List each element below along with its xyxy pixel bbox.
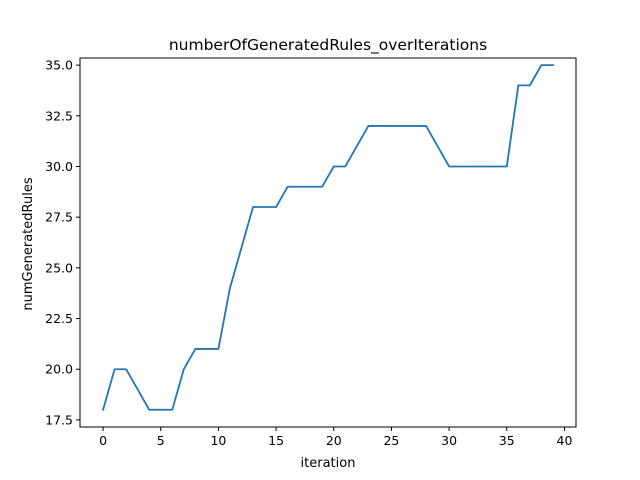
y-tick-label: 22.5: [45, 311, 73, 326]
series-line-0: [101, 64, 554, 411]
y-tick-label: 17.5: [45, 412, 73, 427]
y-tick-label: 32.5: [45, 108, 73, 123]
y-axis-ticks: 17.5 20.0 22.5 25.0 27.5 30.0 32.5 35.0: [45, 58, 80, 427]
x-tick-label: 40: [557, 433, 573, 448]
y-tick-label: 27.5: [45, 210, 73, 225]
y-axis-label: numGeneratedRules: [21, 177, 36, 310]
x-tick-label: 10: [210, 433, 226, 448]
plot-area: [79, 57, 577, 428]
x-tick-label: 20: [326, 433, 342, 448]
x-tick-label: 15: [268, 433, 284, 448]
x-axis-label: iteration: [301, 456, 356, 471]
x-tick-label: 5: [157, 433, 165, 448]
y-tick-label: 35.0: [45, 58, 73, 73]
x-axis-ticks: 0 5 10 15 20 25 30 35 40: [99, 427, 572, 448]
x-tick-label: 0: [99, 433, 107, 448]
chart-title: numberOfGeneratedRules_overIterations: [169, 36, 487, 55]
x-tick-label: 35: [499, 433, 515, 448]
x-tick-label: 30: [441, 433, 457, 448]
plot-frame: [79, 57, 577, 428]
y-tick-label: 30.0: [45, 159, 73, 174]
y-tick-label: 20.0: [45, 362, 73, 377]
y-tick-label: 25.0: [45, 260, 73, 275]
x-tick-label: 25: [383, 433, 399, 448]
